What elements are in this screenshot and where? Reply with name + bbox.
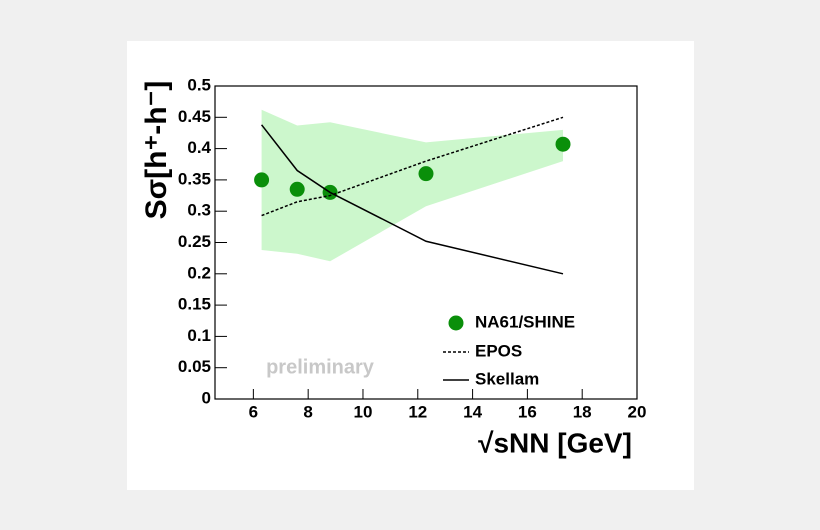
data-point (418, 166, 434, 182)
y-tick-label: 0.1 (187, 326, 211, 345)
legend-label: Skellam (475, 369, 539, 388)
panel (127, 41, 694, 490)
y-tick-label: 0.25 (178, 232, 211, 251)
y-tick-label: 0.2 (187, 263, 211, 282)
y-tick-label: 0.3 (187, 201, 211, 220)
legend-label: EPOS (475, 341, 522, 360)
x-tick-label: 10 (354, 402, 373, 421)
y-tick-label: 0.35 (178, 169, 211, 188)
x-tick-label: 12 (408, 402, 427, 421)
x-tick-label: 14 (463, 402, 482, 421)
x-tick-label: 18 (573, 402, 592, 421)
y-tick-label: 0.15 (178, 295, 211, 314)
data-point (254, 172, 270, 188)
y-tick-label: 0.45 (178, 107, 211, 126)
legend-marker (448, 315, 464, 331)
line (260, 124, 564, 275)
annotation: preliminary (266, 356, 375, 378)
line (261, 116, 564, 217)
y-tick-label: 0.4 (187, 138, 211, 157)
x-tick-label: 6 (249, 402, 258, 421)
data-point (289, 181, 305, 197)
y-axis-label: Sσ[h⁺-h⁻] (140, 81, 173, 220)
legend-label: NA61/SHINE (475, 312, 575, 331)
x-tick-label: 16 (518, 402, 537, 421)
x-axis-label: √sNN [GeV] (478, 427, 632, 458)
data-point (555, 136, 571, 152)
y-tick-label: 0.5 (187, 75, 211, 94)
y-tick-label: 0 (202, 388, 211, 407)
y-tick-label: 0.05 (178, 357, 211, 376)
x-tick-label: 8 (303, 402, 312, 421)
uncertainty-band (261, 109, 564, 262)
x-tick-label: 20 (628, 402, 647, 421)
